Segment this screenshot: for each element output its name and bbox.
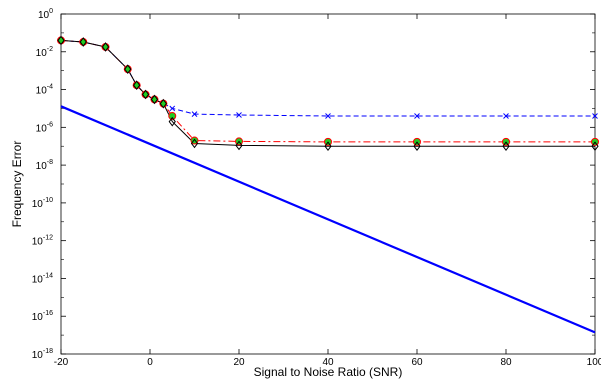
point-x-stroke xyxy=(414,113,420,119)
y-tick-base: 10 xyxy=(38,10,50,21)
point-marker-diamond xyxy=(235,140,243,151)
point-marker-x xyxy=(236,112,242,118)
y-tick-exponent: -4 xyxy=(47,84,53,91)
y-tick-base: 10 xyxy=(32,237,44,248)
point-marker-x xyxy=(503,113,509,119)
point-marker-x xyxy=(414,113,420,119)
point-marker-diamond xyxy=(413,141,421,152)
y-tick-base: 10 xyxy=(32,199,44,210)
point-marker-diamond xyxy=(101,42,110,52)
y-tick-label: 10-6 xyxy=(36,121,53,134)
point-marker-circle xyxy=(168,111,177,120)
x-tick-label: 60 xyxy=(411,357,423,368)
point-x-stroke xyxy=(191,111,198,117)
y-tick-base: 10 xyxy=(36,48,48,59)
y-tick-base: 10 xyxy=(32,312,44,323)
point-marker-diamond xyxy=(168,116,176,127)
point-marker-diamond xyxy=(124,64,132,75)
y-axis-label: Frequency Error xyxy=(10,141,24,228)
x-tick-label: -20 xyxy=(54,357,69,368)
point-marker-x xyxy=(592,113,598,119)
y-tick-base: 10 xyxy=(36,123,48,134)
y-tick-exponent: -14 xyxy=(43,272,53,279)
y-tick-label: 10-14 xyxy=(32,272,53,285)
point-x-stroke xyxy=(236,112,242,118)
y-tick-label: 10-10 xyxy=(32,197,53,210)
y-tick-base: 10 xyxy=(32,350,44,361)
y-tick-exponent: -6 xyxy=(47,121,53,128)
y-tick-exponent: -10 xyxy=(43,197,53,204)
point-marker-diamond xyxy=(502,141,510,152)
point-marker-diamond xyxy=(133,80,141,91)
point-marker-diamond xyxy=(57,35,65,46)
point-marker-x xyxy=(325,113,331,119)
y-tick-base: 10 xyxy=(36,86,48,97)
y-tick-base: 10 xyxy=(32,274,44,285)
point-marker-diamond xyxy=(141,89,150,100)
y-tick-label: 10-12 xyxy=(32,235,53,248)
series-line-0 xyxy=(60,39,595,117)
x-tick-label: 100 xyxy=(587,357,601,368)
point-x-stroke xyxy=(503,113,509,119)
point-marker-diamond xyxy=(190,138,199,149)
x-tick-label: 40 xyxy=(322,357,334,368)
x-tick-label: 0 xyxy=(147,357,153,368)
point-marker-diamond xyxy=(324,141,332,152)
y-tick-exponent: 0 xyxy=(49,8,53,15)
x-tick-label: 80 xyxy=(500,357,512,368)
point-x-stroke xyxy=(592,113,598,119)
y-tick-label: 10-8 xyxy=(36,159,53,172)
y-tick-label: 100 xyxy=(38,8,53,21)
y-tick-exponent: -2 xyxy=(47,46,53,53)
series-line-3 xyxy=(60,105,596,334)
point-marker-diamond xyxy=(159,98,167,109)
point-marker-diamond xyxy=(591,141,599,152)
y-tick-exponent: -16 xyxy=(43,310,53,317)
x-axis-label: Signal to Noise Ratio (SNR) xyxy=(254,365,403,379)
axis-ticks: -20 0 20 40 60 80 10010010-210-410-610-810-101… xyxy=(32,8,601,368)
point-marker-diamond xyxy=(150,94,159,105)
y-tick-label: 10-4 xyxy=(36,84,53,97)
y-tick-label: 10-16 xyxy=(32,310,53,323)
point-marker-x xyxy=(191,111,198,117)
y-tick-label: 10-18 xyxy=(32,348,53,361)
series-group xyxy=(57,35,599,334)
y-tick-base: 10 xyxy=(36,161,48,172)
point-marker-diamond xyxy=(79,37,87,47)
x-tick-label: 20 xyxy=(233,357,245,368)
y-tick-label: 10-2 xyxy=(36,46,53,59)
point-x-stroke xyxy=(169,105,176,112)
point-marker-x xyxy=(169,105,176,112)
y-tick-exponent: -12 xyxy=(43,235,53,242)
plot-area xyxy=(60,13,596,355)
y-tick-exponent: -18 xyxy=(43,348,53,355)
point-x-stroke xyxy=(325,113,331,119)
y-tick-exponent: -8 xyxy=(47,159,53,166)
